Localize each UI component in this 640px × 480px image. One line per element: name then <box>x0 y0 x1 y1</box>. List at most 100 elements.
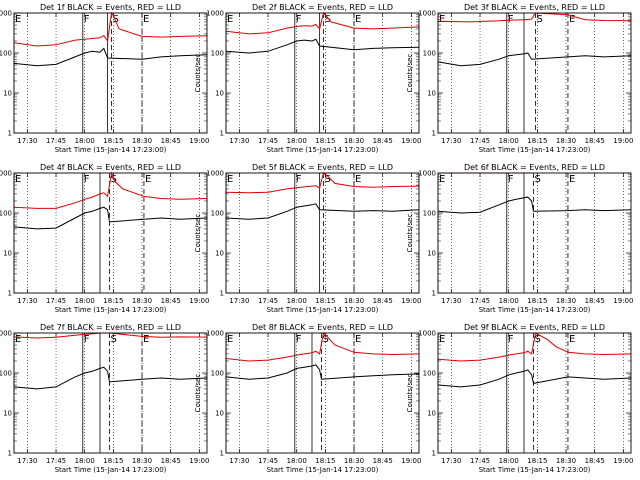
y-tick-label: 100 <box>211 370 224 378</box>
x-tick-label: 18:15 <box>527 457 547 465</box>
panel: Det 6f BLACK = Events, RED = LLD Counts/s… <box>406 163 633 314</box>
x-tick-label: 17:45 <box>470 137 490 145</box>
marker-label: E <box>227 14 233 25</box>
x-tick-label: 18:45 <box>373 457 393 465</box>
x-tick-label: 17:30 <box>441 137 461 145</box>
x-axis-label: Start Time (15-Jan-14 17:23:00) <box>55 306 167 314</box>
y-tick-label: 100 <box>0 50 12 58</box>
events-series-line <box>225 38 420 54</box>
x-tick-label: 18:00 <box>287 297 307 305</box>
marker-label: S <box>111 334 117 345</box>
events-series-line <box>13 206 208 230</box>
y-tick-label: 10 <box>215 410 224 418</box>
x-tick-label: 17:30 <box>229 297 249 305</box>
marker-label: F <box>508 174 514 185</box>
y-tick-label: 1 <box>220 290 224 298</box>
x-tick-label: 17:30 <box>441 297 461 305</box>
x-tick-label: 18:00 <box>287 137 307 145</box>
y-tick-label: 10 <box>3 250 12 258</box>
y-tick-label: 100 <box>211 210 224 218</box>
x-tick-label: 17:45 <box>258 457 278 465</box>
marker-label: S <box>535 174 541 185</box>
marker-label: S <box>535 334 541 345</box>
y-tick-label: 1000 <box>0 10 12 18</box>
x-tick-label: 18:00 <box>75 457 95 465</box>
marker-label: E <box>439 334 445 345</box>
x-tick-label: 19:00 <box>613 457 633 465</box>
y-tick-label: 1000 <box>206 330 224 338</box>
y-tick-label: 1000 <box>0 170 12 178</box>
x-tick-label: 18:30 <box>556 457 576 465</box>
marker-label: E <box>569 334 575 345</box>
marker-label: E <box>439 14 445 25</box>
y-tick-label: 10 <box>215 250 224 258</box>
x-tick-label: 18:15 <box>527 297 547 305</box>
y-tick-label: 100 <box>423 210 436 218</box>
lld-series-line <box>437 12 632 23</box>
marker-label: E <box>143 14 149 25</box>
y-axis-label: Counts/sec <box>194 214 202 253</box>
marker-label: E <box>143 334 149 345</box>
y-tick-label: 1 <box>432 130 436 138</box>
x-axis-label: Start Time (15-Jan-14 17:23:00) <box>267 466 379 474</box>
panel: Det 7f BLACK = Events, RED = LLD Counts/s… <box>0 323 209 474</box>
panel: Det 9f BLACK = Events, RED = LLD Counts/s… <box>406 323 633 474</box>
events-series-line <box>13 47 208 67</box>
y-tick-label: 1000 <box>418 170 436 178</box>
marker-label: E <box>227 174 233 185</box>
panel: Det 5f BLACK = Events, RED = LLD Counts/s… <box>194 163 421 314</box>
panel: Det 2f BLACK = Events, RED = LLD Counts/s… <box>194 3 421 154</box>
x-axis-label: Start Time (15-Jan-14 17:23:00) <box>479 146 591 154</box>
marker-label: E <box>569 14 575 25</box>
x-tick-label: 17:45 <box>258 297 278 305</box>
y-tick-label: 1000 <box>206 170 224 178</box>
x-tick-label: 18:30 <box>132 137 152 145</box>
x-tick-label: 17:45 <box>470 297 490 305</box>
y-axis-label: Counts/sec <box>406 374 414 413</box>
x-tick-label: 18:15 <box>103 297 123 305</box>
x-axis-label: Start Time (15-Jan-14 17:23:00) <box>479 466 591 474</box>
plot-frame <box>437 172 632 294</box>
y-axis-label: Counts/sec <box>406 214 414 253</box>
lld-series-line <box>225 172 420 194</box>
y-tick-label: 100 <box>0 370 12 378</box>
plot-frame <box>225 332 420 454</box>
plot-frame <box>13 172 208 294</box>
marker-label: F <box>508 334 514 345</box>
plot-frame <box>225 172 420 294</box>
y-tick-label: 1000 <box>206 10 224 18</box>
events-series-line <box>225 203 420 220</box>
y-tick-label: 1000 <box>0 330 12 338</box>
x-tick-label: 17:30 <box>229 137 249 145</box>
marker-label: F <box>84 334 90 345</box>
x-tick-label: 18:15 <box>103 137 123 145</box>
x-tick-label: 18:00 <box>75 137 95 145</box>
y-axis-label: Counts/sec <box>194 54 202 93</box>
x-tick-label: 19:00 <box>189 457 209 465</box>
marker-label: F <box>84 14 90 25</box>
y-tick-label: 1000 <box>418 330 436 338</box>
marker-label: E <box>145 174 151 185</box>
marker-label: F <box>296 174 302 185</box>
panel: Det 3f BLACK = Events, RED = LLD Counts/s… <box>406 3 633 154</box>
y-axis-label: Counts/sec <box>194 374 202 413</box>
lld-series-line <box>13 171 208 209</box>
x-tick-label: 18:30 <box>344 297 364 305</box>
x-tick-label: 19:00 <box>401 137 421 145</box>
x-tick-label: 19:00 <box>613 137 633 145</box>
x-tick-label: 18:00 <box>499 457 519 465</box>
y-tick-label: 10 <box>427 410 436 418</box>
marker-label: F <box>84 174 90 185</box>
y-tick-label: 100 <box>423 370 436 378</box>
x-tick-label: 17:30 <box>17 457 37 465</box>
x-tick-label: 18:00 <box>287 457 307 465</box>
x-tick-label: 17:45 <box>46 137 66 145</box>
y-tick-label: 10 <box>427 90 436 98</box>
y-tick-label: 1 <box>432 290 436 298</box>
x-tick-label: 18:45 <box>373 137 393 145</box>
marker-label: S <box>112 14 118 25</box>
panel-title: Det 2f BLACK = Events, RED = LLD <box>252 3 393 12</box>
x-tick-label: 18:00 <box>75 297 95 305</box>
x-tick-label: 17:30 <box>17 297 37 305</box>
